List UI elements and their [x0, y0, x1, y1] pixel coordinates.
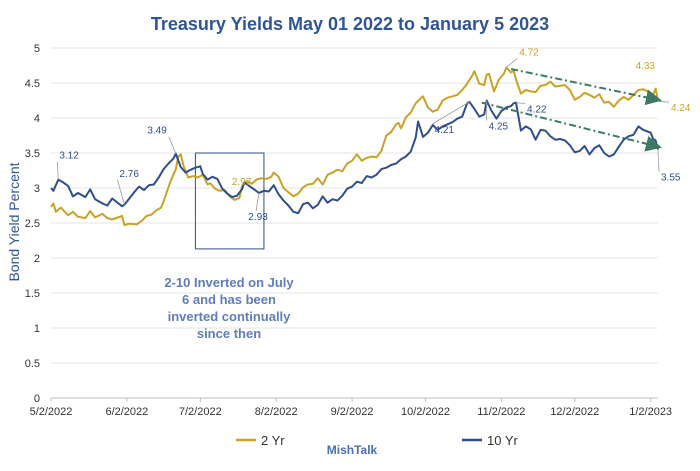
leader-line [56, 161, 59, 180]
data-label: 2.97 [232, 177, 252, 188]
y-tick-label: 4.5 [25, 78, 40, 90]
y-tick-label: 0.5 [25, 358, 40, 370]
trend-arrow [510, 68, 662, 106]
chart-title: Treasury Yields May 01 2022 to January 5… [151, 14, 549, 34]
annotation-line: 2-10 Inverted on July [164, 275, 294, 290]
x-tick-label: 12/2/2022 [550, 406, 599, 418]
data-label: 4.22 [527, 105, 547, 116]
leader-line [117, 179, 125, 205]
x-tick-label: 10/2/2022 [401, 406, 450, 418]
y-tick-label: 0 [34, 393, 40, 405]
leader-line [505, 58, 518, 68]
leader-line [432, 101, 470, 125]
legend: 2 Yr 10 Yr [236, 433, 519, 448]
data-label: 4.72 [519, 48, 539, 59]
y-tick-label: 4 [34, 113, 40, 125]
y-axis-ticks: 0 0.5 1 1.5 2 2.5 3 3.5 4 4.5 5 [25, 43, 40, 405]
trend-arrow [481, 101, 662, 152]
y-tick-label: 2 [34, 253, 40, 265]
data-label: 2.76 [119, 169, 139, 180]
data-label: 2.93 [248, 212, 268, 223]
data-labels: 3.12 2.76 3.49 2.97 2.93 4.72 4.33 4.24 4.21 4.25… [56, 48, 691, 223]
credit-text: MishTalk [327, 443, 378, 457]
inversion-highlight-box [194, 152, 265, 250]
series-line-2yr [50, 66, 659, 227]
data-label: 3.55 [661, 173, 681, 184]
annotation-line: 6 and has been [182, 292, 276, 307]
data-label: 4.21 [435, 125, 455, 136]
x-tick-label: 8/2/2022 [255, 406, 298, 418]
y-tick-label: 3.5 [25, 148, 40, 160]
y-axis-label: Bond Yield Percent [6, 162, 22, 281]
trend-arrows [481, 68, 662, 152]
data-label: 4.24 [671, 103, 691, 114]
leader-line [168, 136, 177, 154]
x-tick-label: 5/2/2022 [30, 406, 73, 418]
inversion-annotation: 2-10 Inverted on July 6 and has been inver… [164, 275, 294, 341]
leader-line [255, 192, 260, 211]
legend-label: 2 Yr [261, 433, 285, 448]
data-label: 4.25 [489, 122, 509, 133]
leader-line [657, 149, 660, 172]
series-lines [50, 66, 659, 227]
series-line-10yr [50, 99, 659, 215]
data-label: 4.33 [636, 61, 656, 72]
gridlines [51, 47, 658, 399]
leader-line [515, 102, 526, 104]
x-tick-label: 1/2/2023 [629, 406, 672, 418]
annotation-line: since then [197, 326, 261, 341]
x-axis-ticks: 5/2/2022 6/2/2022 7/2/2022 8/2/2022 9/2/2022… [30, 398, 672, 418]
y-tick-label: 1.5 [25, 288, 40, 300]
y-tick-label: 1 [34, 323, 40, 335]
x-tick-label: 6/2/2022 [105, 406, 148, 418]
leader-line [657, 100, 670, 103]
y-tick-label: 2.5 [25, 218, 40, 230]
y-tick-label: 5 [34, 43, 40, 55]
y-tick-label: 3 [34, 183, 40, 195]
legend-label: 10 Yr [487, 433, 519, 448]
data-label: 3.49 [147, 126, 167, 137]
x-tick-label: 9/2/2022 [331, 406, 374, 418]
data-label: 3.12 [59, 151, 79, 162]
annotation-line: inverted continually [168, 309, 292, 324]
x-tick-label: 11/2/2022 [477, 406, 525, 418]
x-tick-label: 7/2/2022 [179, 406, 222, 418]
